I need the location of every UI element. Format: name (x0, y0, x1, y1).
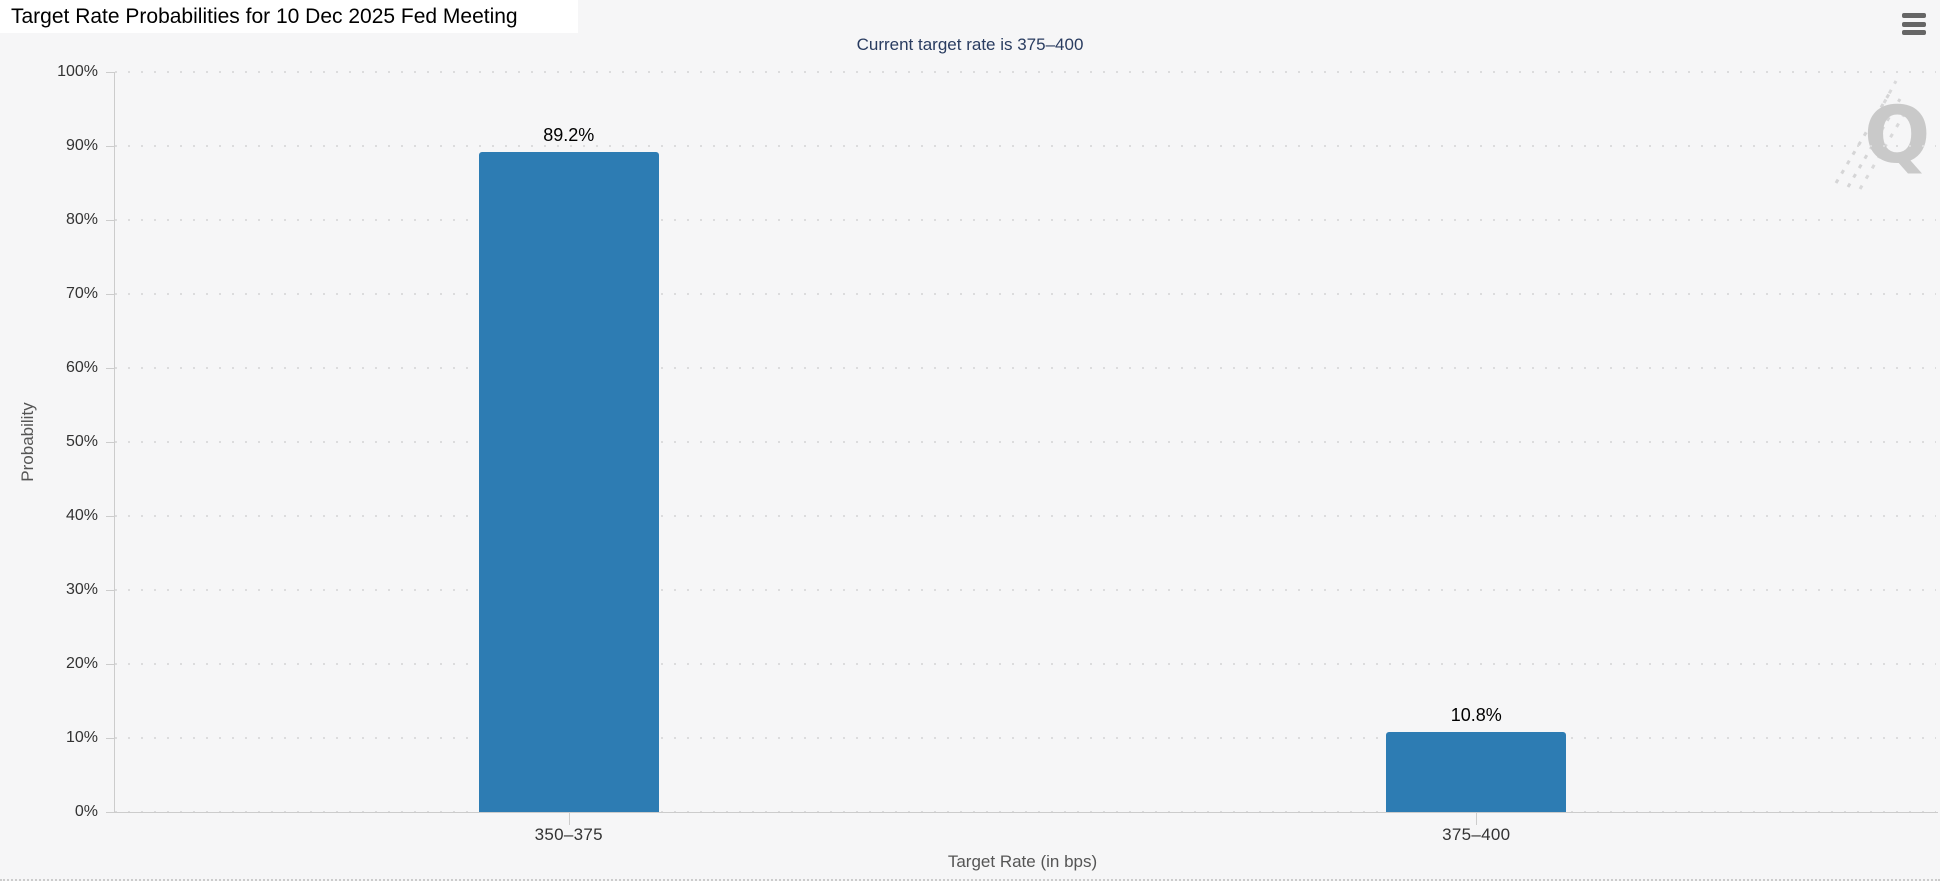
y-axis-tick (106, 146, 115, 147)
y-axis-tick (106, 812, 115, 813)
y-axis-tick (106, 442, 115, 443)
bar-350–375[interactable] (478, 151, 659, 812)
chart-title-block: Target Rate Probabilities for 10 Dec 202… (0, 0, 578, 33)
chart-title: Target Rate Probabilities for 10 Dec 202… (11, 4, 518, 28)
y-axis-tick (106, 294, 115, 295)
y-axis-tick (106, 664, 115, 665)
y-axis-tick (106, 72, 115, 73)
bar-value-label: 89.2% (543, 124, 595, 145)
gridline-10% (115, 737, 1936, 739)
gridline-30% (115, 589, 1936, 591)
chart-subtitle: Current target rate is 375–400 (856, 35, 1084, 54)
bar-value-label: 10.8% (1450, 705, 1502, 726)
y-axis-label: 70% (65, 285, 98, 302)
y-axis-label: 90% (65, 137, 98, 154)
x-axis-line (115, 812, 1938, 813)
y-axis-tick (106, 738, 115, 739)
watermark-hatch-lines (1834, 80, 1908, 190)
gridline-80% (115, 219, 1936, 221)
gridline-40% (115, 515, 1936, 517)
y-axis-tick (106, 368, 115, 369)
y-axis-tick (106, 590, 115, 591)
gridline-60% (115, 367, 1936, 369)
x-axis-label: 375–400 (1442, 825, 1511, 844)
hamburger-bar (1902, 21, 1926, 27)
y-axis-label: 40% (65, 507, 98, 524)
gridline-100% (115, 71, 1936, 73)
y-axis-label: 50% (65, 433, 98, 450)
y-axis-label: 0% (74, 803, 98, 820)
y-axis-label: 80% (65, 211, 98, 228)
x-axis-tick (568, 813, 570, 825)
x-axis-tick (1476, 813, 1478, 825)
hamburger-bar (1902, 30, 1926, 35)
x-axis-title: Target Rate (in bps) (947, 852, 1098, 871)
y-axis-line (114, 72, 115, 812)
gridline-90% (115, 145, 1936, 147)
y-axis-tick (106, 220, 115, 221)
y-axis-tick (106, 516, 115, 517)
hamburger-bar (1902, 13, 1926, 18)
gridline-50% (115, 441, 1936, 443)
hamburger-menu-icon[interactable] (1902, 13, 1926, 35)
y-axis-label: 100% (57, 63, 98, 80)
quikstrike-watermark: Q (1832, 73, 1940, 191)
gridline-20% (115, 663, 1936, 665)
y-axis-label: 60% (65, 359, 98, 376)
y-axis-label: 10% (65, 729, 98, 746)
gridline-70% (115, 293, 1936, 295)
y-axis-label: 20% (65, 655, 98, 672)
x-axis-label: 350–375 (534, 825, 603, 844)
y-axis-title: Probability (18, 402, 37, 482)
watermark-q-letter: Q (1864, 91, 1931, 181)
y-axis-label: 30% (65, 581, 98, 598)
bar-375–400[interactable] (1386, 732, 1567, 812)
